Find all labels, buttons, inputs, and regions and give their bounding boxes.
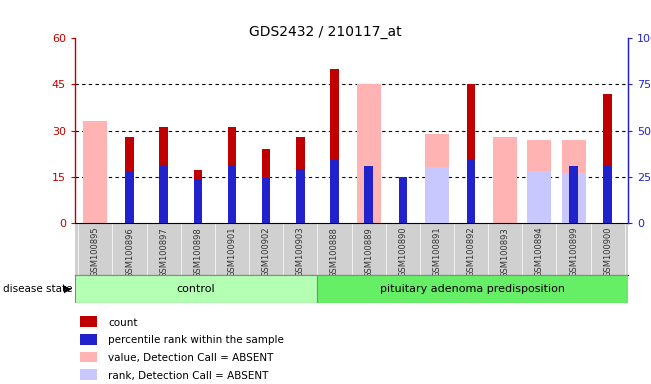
- Bar: [398, 183, 407, 223]
- Text: GSM100893: GSM100893: [501, 227, 510, 278]
- Bar: [562, 140, 585, 223]
- Text: control: control: [177, 284, 215, 294]
- Bar: [228, 127, 236, 223]
- Bar: [467, 160, 475, 223]
- Bar: [527, 140, 551, 223]
- Bar: [83, 121, 107, 223]
- Bar: [357, 84, 381, 223]
- Text: GSM100899: GSM100899: [569, 227, 578, 278]
- Bar: [569, 166, 578, 223]
- Text: GSM100894: GSM100894: [535, 227, 544, 278]
- Bar: [467, 84, 475, 223]
- Text: percentile rank within the sample: percentile rank within the sample: [108, 335, 284, 345]
- Bar: [603, 166, 612, 223]
- Text: GSM100895: GSM100895: [91, 227, 100, 278]
- Bar: [262, 149, 270, 223]
- Text: disease state: disease state: [3, 284, 73, 294]
- Bar: [75, 275, 318, 303]
- Bar: [493, 137, 517, 223]
- Bar: [425, 134, 449, 223]
- Text: GSM100901: GSM100901: [227, 227, 236, 277]
- Text: GSM100891: GSM100891: [432, 227, 441, 278]
- Bar: [603, 94, 612, 223]
- Bar: [262, 179, 270, 223]
- Text: count: count: [108, 318, 137, 328]
- Bar: [193, 170, 202, 223]
- Bar: [193, 180, 202, 223]
- Bar: [228, 166, 236, 223]
- Bar: [125, 137, 134, 223]
- Bar: [527, 171, 551, 223]
- Bar: [81, 369, 97, 380]
- Text: GSM100898: GSM100898: [193, 227, 202, 278]
- Text: GSM100896: GSM100896: [125, 227, 134, 278]
- Bar: [159, 127, 168, 223]
- Bar: [296, 169, 305, 223]
- Text: GSM100897: GSM100897: [159, 227, 168, 278]
- Bar: [330, 69, 339, 223]
- Text: GSM100888: GSM100888: [330, 227, 339, 278]
- Bar: [318, 275, 628, 303]
- Text: ▶: ▶: [64, 284, 72, 294]
- Text: rank, Detection Call = ABSENT: rank, Detection Call = ABSENT: [108, 371, 268, 381]
- Bar: [296, 137, 305, 223]
- Text: GSM100892: GSM100892: [467, 227, 476, 278]
- Text: GSM100903: GSM100903: [296, 227, 305, 278]
- Bar: [425, 167, 449, 223]
- Text: GSM100890: GSM100890: [398, 227, 408, 278]
- Bar: [398, 177, 407, 223]
- Text: GSM100889: GSM100889: [364, 227, 373, 278]
- Bar: [125, 171, 134, 223]
- Bar: [365, 166, 373, 223]
- Text: GDS2432 / 210117_at: GDS2432 / 210117_at: [249, 25, 402, 39]
- Text: value, Detection Call = ABSENT: value, Detection Call = ABSENT: [108, 353, 273, 363]
- Text: GSM100902: GSM100902: [262, 227, 271, 277]
- Bar: [562, 173, 585, 223]
- Text: GSM100900: GSM100900: [603, 227, 612, 277]
- Bar: [81, 352, 97, 362]
- Bar: [159, 166, 168, 223]
- Bar: [81, 316, 97, 327]
- Text: pituitary adenoma predisposition: pituitary adenoma predisposition: [380, 284, 565, 294]
- Bar: [330, 160, 339, 223]
- Bar: [81, 334, 97, 345]
